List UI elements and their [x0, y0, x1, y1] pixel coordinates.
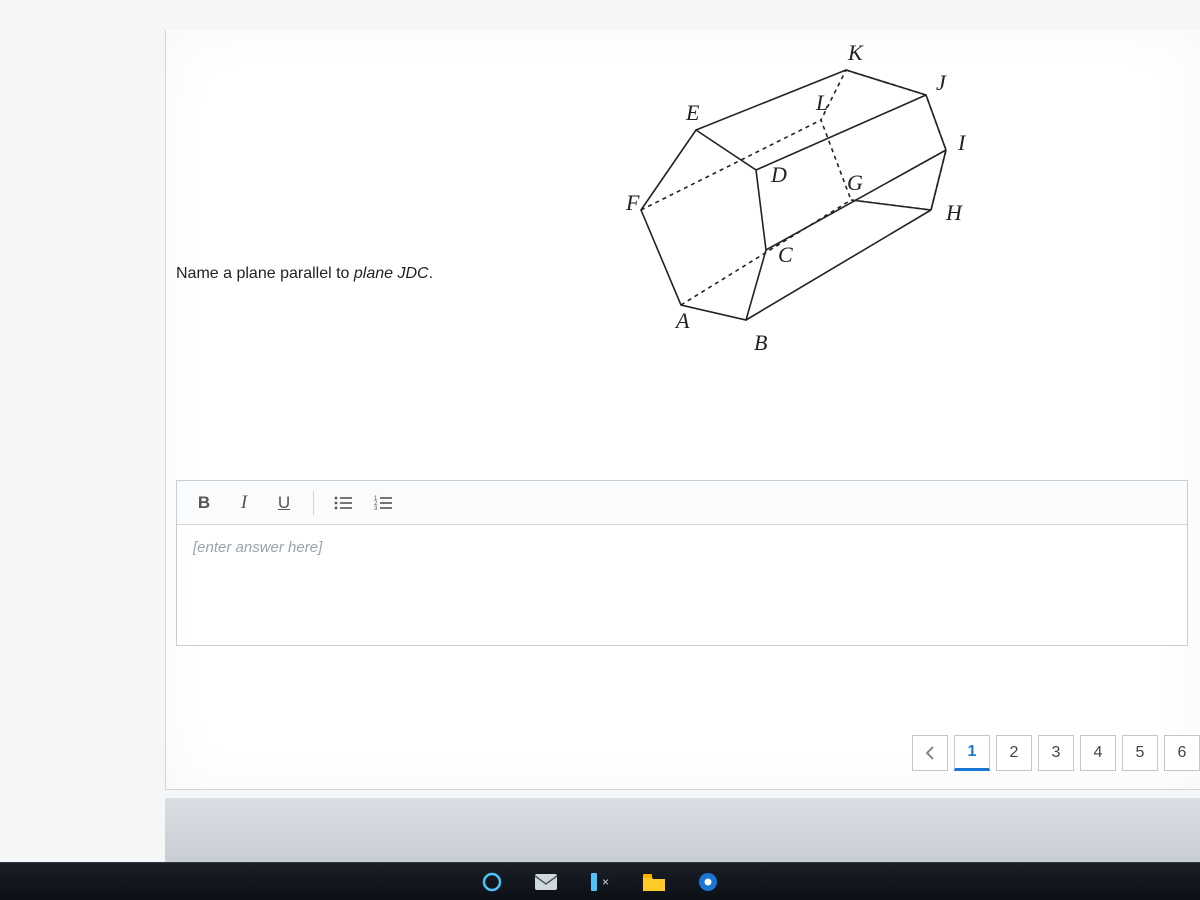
toolbar-divider [313, 491, 314, 515]
svg-text:F: F [625, 190, 640, 215]
pager-page-5[interactable]: 5 [1122, 735, 1158, 771]
svg-text:E: E [685, 100, 700, 125]
settings-icon[interactable] [694, 868, 722, 896]
chevron-left-icon [925, 746, 935, 760]
answer-placeholder: [enter answer here] [193, 539, 322, 556]
app-group-icon[interactable]: × [586, 868, 614, 896]
unordered-list-button[interactable] [326, 487, 360, 519]
pager-prev-button[interactable] [912, 735, 948, 771]
pager-page-3[interactable]: 3 [1038, 735, 1074, 771]
pager-page-2[interactable]: 2 [996, 735, 1032, 771]
underline-button[interactable]: U [267, 487, 301, 519]
question-prefix: Name a plane parallel to [176, 265, 354, 282]
question-suffix: . [429, 265, 433, 282]
question-pager: 123456 [912, 735, 1200, 771]
file-explorer-icon[interactable] [640, 868, 668, 896]
svg-text:L: L [815, 90, 828, 115]
pager-page-6[interactable]: 6 [1164, 735, 1200, 771]
cortana-icon[interactable] [478, 868, 506, 896]
answer-editor: B I U 1 2 3 [176, 480, 1188, 646]
svg-text:I: I [957, 130, 967, 155]
svg-text:D: D [770, 162, 787, 187]
question-italic: plane JDC [354, 265, 429, 282]
question-card: Name a plane parallel to plane JDC. E K F D… [165, 30, 1200, 790]
svg-text:G: G [847, 170, 863, 195]
unordered-list-icon [334, 495, 352, 511]
svg-text:H: H [945, 200, 963, 225]
taskbar: × [0, 862, 1200, 900]
editor-toolbar: B I U 1 2 3 [177, 481, 1187, 525]
prism-figure: E K F D L J A C B G H I [526, 40, 986, 400]
page-root: Name a plane parallel to plane JDC. E K F D… [0, 0, 1200, 900]
ordered-list-icon: 1 2 3 [374, 495, 392, 511]
svg-text:B: B [754, 330, 767, 355]
italic-button[interactable]: I [227, 487, 261, 519]
svg-text:C: C [778, 242, 793, 267]
desk-shadow [165, 798, 1200, 868]
ordered-list-button[interactable]: 1 2 3 [366, 487, 400, 519]
pager-page-1[interactable]: 1 [954, 735, 990, 771]
svg-text:A: A [674, 308, 690, 333]
svg-text:K: K [847, 40, 864, 65]
answer-input[interactable]: [enter answer here] [177, 525, 1187, 645]
question-text: Name a plane parallel to plane JDC. [176, 265, 433, 283]
svg-text:J: J [936, 70, 947, 95]
svg-text:3: 3 [374, 506, 378, 511]
mail-icon[interactable] [532, 868, 560, 896]
bold-button[interactable]: B [187, 487, 221, 519]
pager-page-4[interactable]: 4 [1080, 735, 1116, 771]
